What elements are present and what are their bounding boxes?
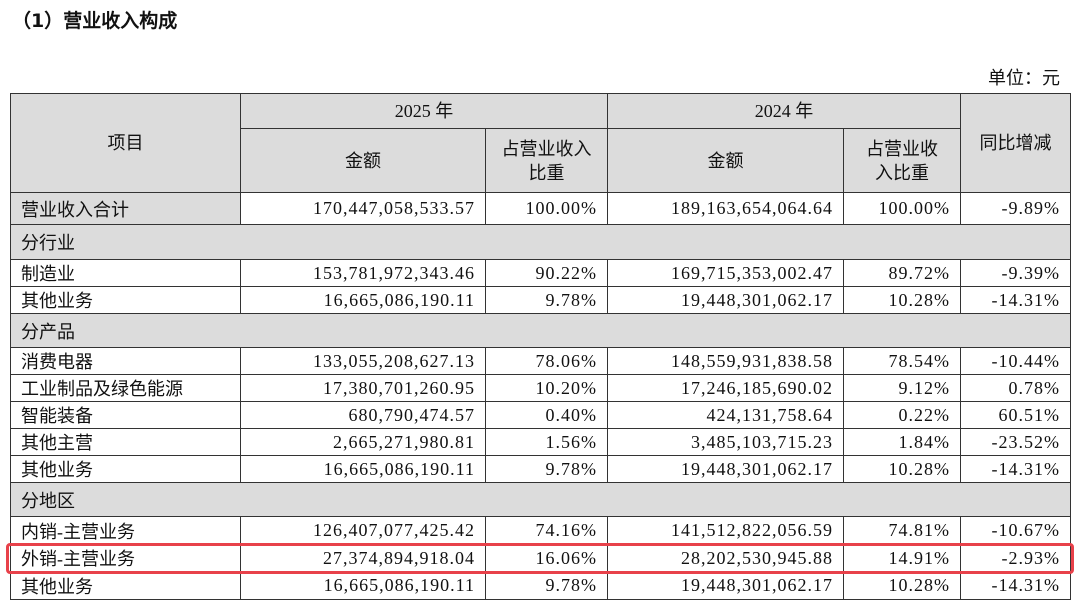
cell-value: 16,665,086,190.11 — [240, 455, 486, 483]
header-cell: 2024 年 — [607, 93, 961, 129]
cell-value: 16,665,086,190.11 — [240, 571, 486, 600]
row-label: 其他主营 — [10, 428, 241, 456]
cell-value: 169,715,353,002.47 — [607, 259, 844, 287]
data-row: 其他主营 2,665,271,980.81 1.56% 3,485,103,715.2… — [10, 428, 1071, 456]
cell-value: -9.39% — [960, 259, 1071, 287]
cell-value: 680,790,474.57 — [240, 401, 486, 429]
data-row: 外销-主营业务 27,374,894,918.04 16.06% 28,202,530… — [10, 544, 1071, 572]
row-label: 制造业 — [10, 259, 241, 287]
cell-value: 60.51% — [960, 401, 1071, 429]
data-row: 制造业 153,781,972,343.46 90.22% 169,715,353,0… — [10, 259, 1071, 287]
data-row: 其他业务 16,665,086,190.11 9.78% 19,448,301,062… — [10, 286, 1071, 314]
cell-value: 17,246,185,690.02 — [607, 374, 844, 402]
cell-value: -10.44% — [960, 347, 1071, 375]
header-cell: 项目 — [10, 93, 241, 193]
row-label: 智能装备 — [10, 401, 241, 429]
cell-value: 90.22% — [485, 259, 608, 287]
row-label: 消费电器 — [10, 347, 241, 375]
cell-value: 19,448,301,062.17 — [607, 571, 844, 600]
row-label: 分产品 — [10, 313, 1071, 348]
data-row: 工业制品及绿色能源 17,380,701,260.95 10.20% 17,246,1… — [10, 374, 1071, 402]
cell-value: 10.28% — [843, 286, 961, 314]
cell-value: 16,665,086,190.11 — [240, 286, 486, 314]
cell-value: 9.12% — [843, 374, 961, 402]
cell-value: 19,448,301,062.17 — [607, 455, 844, 483]
cell-value: -14.31% — [960, 455, 1071, 483]
row-label: 内销-主营业务 — [10, 516, 241, 545]
cell-value: 0.40% — [485, 401, 608, 429]
table-body: 营业收入合计 170,447,058,533.57 100.00% 189,163,6… — [10, 192, 1071, 600]
cell-value: 89.72% — [843, 259, 961, 287]
cell-value: 74.16% — [485, 516, 608, 545]
cell-value: 148,559,931,838.58 — [607, 347, 844, 375]
cell-value: 10.20% — [485, 374, 608, 402]
header-cell: 金额 — [607, 128, 844, 193]
cell-value: 78.06% — [485, 347, 608, 375]
cell-value: 1.84% — [843, 428, 961, 456]
row-label: 分行业 — [10, 224, 1071, 260]
data-row: 智能装备 680,790,474.57 0.40% 424,131,758.64 0.2… — [10, 401, 1071, 429]
unit-label: 单位：元 — [988, 68, 1060, 88]
cell-value: 10.28% — [843, 571, 961, 600]
cell-value: 9.78% — [485, 571, 608, 600]
cell-value: 17,380,701,260.95 — [240, 374, 486, 402]
data-row: 营业收入合计 170,447,058,533.57 100.00% 189,163,6… — [10, 192, 1071, 225]
row-label: 分地区 — [10, 482, 1071, 517]
section-row: 分产品 — [10, 313, 1071, 348]
header-cell: 占营业收入比重 — [843, 128, 961, 193]
header-cell: 同比增减 — [960, 93, 1071, 193]
header-cell: 2025 年 — [240, 93, 608, 129]
cell-value: 141,512,822,056.59 — [607, 516, 844, 545]
row-label: 其他业务 — [10, 571, 241, 600]
row-label: 营业收入合计 — [10, 192, 241, 225]
data-row: 其他业务 16,665,086,190.11 9.78% 19,448,301,062… — [10, 571, 1071, 600]
cell-value: 424,131,758.64 — [607, 401, 844, 429]
cell-value: 189,163,654,064.64 — [607, 192, 844, 225]
cell-value: 153,781,972,343.46 — [240, 259, 486, 287]
section-title: （1）营业收入构成 — [12, 10, 178, 32]
header-cell: 金额 — [240, 128, 486, 193]
data-row: 消费电器 133,055,208,627.13 78.06% 148,559,931,… — [10, 347, 1071, 375]
highlight-box — [6, 542, 1074, 574]
cell-value: 2,665,271,980.81 — [240, 428, 486, 456]
section-row: 分行业 — [10, 224, 1071, 260]
row-label: 外销-主营业务 — [10, 544, 241, 572]
cell-value: -14.31% — [960, 286, 1071, 314]
cell-value: 100.00% — [485, 192, 608, 225]
cell-value: -14.31% — [960, 571, 1071, 600]
row-label: 工业制品及绿色能源 — [10, 374, 241, 402]
cell-value: -9.89% — [960, 192, 1071, 225]
revenue-table: 项目 2025 年 2024 年 同比增减 金额 占营业收入比重 金额 占营业收… — [10, 93, 1071, 600]
data-row: 内销-主营业务 126,407,077,425.42 74.16% 141,512,8… — [10, 516, 1071, 545]
cell-value: 74.81% — [843, 516, 961, 545]
cell-value: 9.78% — [485, 455, 608, 483]
cell-value: 3,485,103,715.23 — [607, 428, 844, 456]
cell-value: 0.78% — [960, 374, 1071, 402]
section-row: 分地区 — [10, 482, 1071, 517]
header-cell: 占营业收入比重 — [485, 128, 608, 193]
cell-value: 0.22% — [843, 401, 961, 429]
cell-value: 78.54% — [843, 347, 961, 375]
cell-value: 170,447,058,533.57 — [240, 192, 486, 225]
table-header: 项目 2025 年 2024 年 同比增减 金额 占营业收入比重 金额 占营业收… — [10, 93, 1071, 193]
cell-value: 1.56% — [485, 428, 608, 456]
cell-value: 126,407,077,425.42 — [240, 516, 486, 545]
cell-value: 19,448,301,062.17 — [607, 286, 844, 314]
row-label: 其他业务 — [10, 286, 241, 314]
cell-value: 100.00% — [843, 192, 961, 225]
data-row: 其他业务 16,665,086,190.11 9.78% 19,448,301,062… — [10, 455, 1071, 483]
cell-value: -10.67% — [960, 516, 1071, 545]
cell-value: 133,055,208,627.13 — [240, 347, 486, 375]
cell-value: 9.78% — [485, 286, 608, 314]
cell-value: 10.28% — [843, 455, 961, 483]
cell-value: -23.52% — [960, 428, 1071, 456]
row-label: 其他业务 — [10, 455, 241, 483]
